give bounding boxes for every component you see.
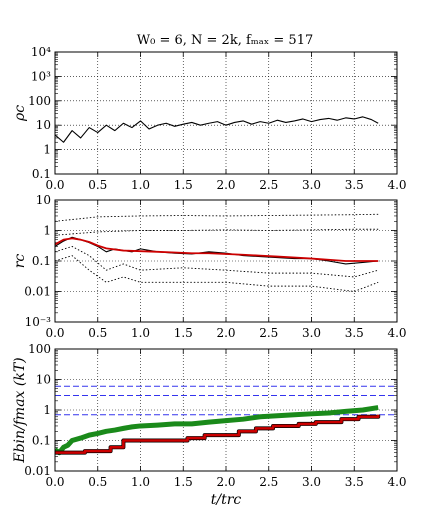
x-tick-label: 4.0: [387, 326, 406, 340]
y-axis-label: rc: [12, 254, 28, 269]
y-tick-label: 1: [43, 403, 51, 417]
x-tick-label: 0.5: [88, 326, 107, 340]
series-line-2: [55, 237, 379, 262]
x-tick-label: 4.0: [387, 178, 406, 192]
panel-3: 0.0 0.5 1.0 1.5 2.0 2.5 3.0 3.5 4.0 0.01 0.1 1 10 100…: [12, 342, 407, 508]
series-line-2: [55, 414, 380, 454]
x-tick-label: 1.0: [131, 326, 150, 340]
y-tick-label: 0.01: [24, 464, 51, 478]
y-axis-label: Ebin/fmax (kT): [12, 357, 28, 463]
x-tick-label: 0.5: [88, 178, 107, 192]
x-tick-label: 0.0: [45, 178, 64, 192]
y-tick-label: 10⁻³: [25, 315, 52, 329]
y-tick-label: 1: [43, 224, 51, 238]
x-tick-label: 1.5: [174, 475, 193, 489]
x-axis-label: t/trc: [211, 492, 242, 508]
x-tick-label: 3.5: [345, 326, 364, 340]
x-tick-label: 2.0: [216, 178, 235, 192]
x-tick-label: 3.5: [345, 178, 364, 192]
x-tick-label: 2.5: [259, 178, 278, 192]
x-tick-label: 0.0: [45, 475, 64, 489]
x-tick-label: 2.0: [216, 475, 235, 489]
chart-title: W₀ = 6, N = 2k, fₘₐₓ = 517: [137, 33, 314, 48]
x-tick-label: 2.5: [259, 475, 278, 489]
panel-1: 0.0 0.5 1.0 1.5 2.0 2.5 3.0 3.5 4.0 0.1 1 10 100 10³ 1…: [12, 45, 407, 192]
x-tick-label: 1.5: [174, 178, 193, 192]
panels: 0.0 0.5 1.0 1.5 2.0 2.5 3.0 3.5 4.0 0.1 1 10 100 10³ 1…: [12, 45, 407, 508]
y-tick-label: 100: [28, 94, 51, 108]
panel-2: 0.0 0.5 1.0 1.5 2.0 2.5 3.0 3.5 4.0 10⁻³ 0.01 0.1 1 1…: [12, 193, 407, 340]
x-tick-label: 1.0: [131, 475, 150, 489]
x-tick-label: 3.0: [302, 475, 321, 489]
x-tick-label: 3.0: [302, 326, 321, 340]
y-tick-label: 0.01: [24, 285, 51, 299]
y-tick-label: 100: [28, 342, 51, 356]
y-axis-label: ρc: [12, 105, 28, 122]
x-tick-label: 1.5: [174, 326, 193, 340]
y-tick-label: 1: [43, 143, 51, 157]
series-line-1: [55, 116, 379, 143]
y-tick-label: 10: [36, 193, 51, 207]
x-tick-label: 0.5: [88, 475, 107, 489]
series-line-1: [55, 405, 379, 456]
y-tick-label: 10³: [31, 69, 51, 83]
y-tick-label: 10: [36, 373, 51, 387]
series-line-3: [55, 213, 379, 222]
y-tick-label: 10⁴: [31, 45, 51, 59]
y-tick-label: 0.1: [32, 434, 51, 448]
y-tick-label: 10: [36, 118, 51, 132]
x-tick-label: 0.0: [45, 326, 64, 340]
x-tick-label: 2.5: [259, 326, 278, 340]
series-line-4: [55, 228, 379, 236]
x-tick-label: 1.0: [131, 178, 150, 192]
x-tick-label: 2.0: [216, 326, 235, 340]
x-tick-label: 3.5: [345, 475, 364, 489]
y-tick-label: 0.1: [32, 254, 51, 268]
x-tick-label: 3.0: [302, 178, 321, 192]
x-tick-label: 4.0: [387, 475, 406, 489]
y-tick-label: 0.1: [32, 167, 51, 181]
